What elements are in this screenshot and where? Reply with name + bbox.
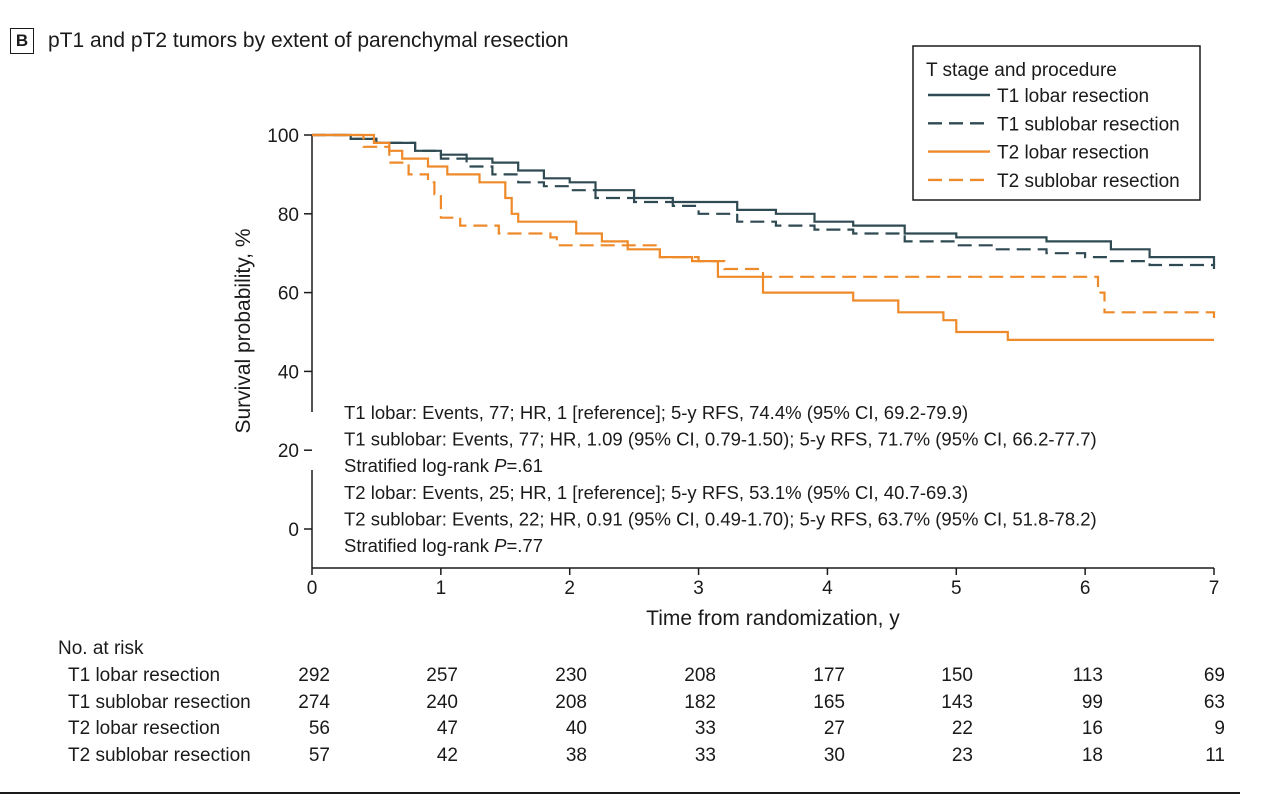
legend-entry: T2 sublobar resection (997, 171, 1180, 192)
x-tick-label: 3 (693, 578, 704, 599)
risk-value: 57 (308, 744, 330, 766)
risk-value: 18 (1081, 744, 1103, 766)
annotation-line: Stratified log-rank P=.61 (344, 455, 543, 476)
risk-value: 30 (823, 744, 845, 766)
annotation-line: T1 sublobar: Events, 77; HR, 1.09 (95% C… (344, 429, 1097, 450)
y-tick-label: 60 (278, 284, 299, 305)
risk-value: 143 (941, 691, 973, 713)
risk-value: 208 (684, 665, 716, 686)
legend-title: T stage and procedure (926, 60, 1117, 81)
risk-value: 69 (1203, 665, 1225, 686)
risk-value: 42 (436, 744, 458, 766)
panel-letter: B (10, 28, 34, 54)
y-tick-label: 20 (278, 441, 299, 462)
risk-value: 150 (941, 665, 973, 686)
x-tick-label: 5 (951, 578, 962, 599)
curve-t2-sublobar-resection (312, 133, 1216, 321)
risk-value: 165 (813, 691, 845, 713)
curve-t2-lobar-resection (312, 133, 1214, 341)
legend-entry: T2 lobar resection (997, 143, 1149, 164)
risk-value: 33 (694, 718, 716, 739)
risk-value: 9 (1214, 718, 1225, 739)
risk-value: 182 (684, 691, 716, 713)
x-tick-label: 2 (564, 578, 575, 599)
x-tick-label: 4 (822, 578, 833, 599)
risk-value: 113 (1072, 665, 1103, 686)
risk-value: 208 (555, 691, 587, 713)
panel-title: pT1 and pT2 tumors by extent of parenchy… (48, 29, 569, 52)
risk-value: 27 (823, 718, 845, 739)
risk-value: 47 (436, 718, 458, 739)
risk-value: 274 (298, 691, 330, 713)
annotation-line: T2 sublobar: Events, 22; HR, 0.91 (95% C… (344, 508, 1097, 529)
annotation-line: T2 lobar: Events, 25; HR, 1 [reference];… (344, 482, 968, 503)
annotation-line: T1 lobar: Events, 77; HR, 1 [reference];… (344, 402, 968, 423)
risk-value: 33 (694, 744, 716, 766)
risk-value: 99 (1081, 691, 1103, 713)
risk-value: 56 (308, 718, 330, 739)
risk-row-label: T1 lobar resection (68, 665, 221, 686)
km-chart: 0 20 40 60 80 100 0 1 2 3 4 5 6 7 Time from randomizat… (232, 45, 1219, 630)
risk-table-title: No. at risk (58, 638, 144, 659)
x-axis-label: Time from randomization, y (646, 607, 900, 630)
risk-value: 38 (565, 744, 587, 766)
panel-header: B pT1 and pT2 tumors by extent of parenc… (10, 26, 569, 56)
curve-t1-sublobar-resection (312, 133, 1216, 269)
risk-value: 11 (1205, 744, 1225, 766)
y-tick-label: 40 (278, 362, 299, 383)
y-tick-label: 0 (288, 520, 299, 541)
risk-value: 257 (426, 665, 458, 686)
risk-value: 63 (1203, 691, 1225, 713)
x-tick-label: 7 (1209, 578, 1220, 599)
risk-value: 177 (813, 665, 845, 686)
y-tick-label: 80 (278, 205, 299, 226)
survival-curves (312, 133, 1216, 341)
legend-entry: T1 sublobar resection (997, 114, 1180, 135)
y-axis-label: Survival probability, % (232, 228, 255, 433)
risk-value: 22 (951, 718, 973, 739)
risk-value: 23 (951, 744, 973, 766)
risk-value: 40 (565, 718, 587, 739)
y-tick-label: 100 (267, 126, 299, 147)
stats-annotations: T1 lobar: Events, 77; HR, 1 [reference];… (344, 402, 1097, 556)
legend-entry: T1 lobar resection (997, 86, 1149, 107)
annotation-line: Stratified log-rank P=.77 (344, 535, 543, 556)
x-tick-label: 1 (436, 578, 447, 599)
risk-row-label: T1 sublobar resection (68, 691, 251, 713)
x-tick-label: 6 (1080, 578, 1091, 599)
risk-value: 16 (1081, 718, 1103, 739)
risk-value: 240 (426, 691, 458, 713)
risk-value: 292 (298, 665, 330, 686)
risk-row-label: T2 lobar resection (68, 718, 221, 739)
axes: 0 20 40 60 80 100 0 1 2 3 4 5 6 7 Time from randomizat… (232, 126, 1219, 630)
risk-value: 230 (555, 665, 587, 686)
risk-row-label: T2 sublobar resection (68, 744, 251, 766)
legend: T stage and procedure T1 lobar resection T… (912, 45, 1201, 201)
x-tick-label: 0 (307, 578, 318, 599)
bottom-rule (0, 792, 1240, 794)
